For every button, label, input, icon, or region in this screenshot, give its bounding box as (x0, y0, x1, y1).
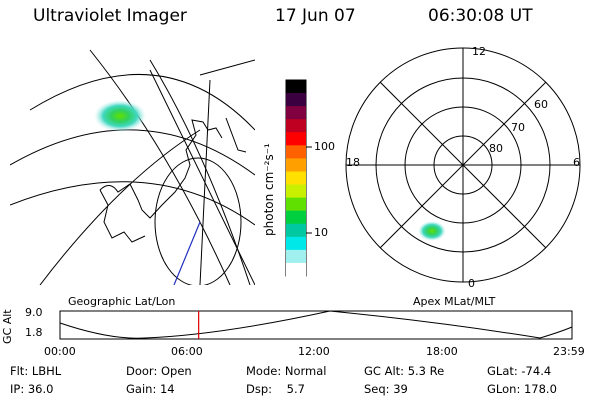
status-seq: Seq: 39 (364, 382, 408, 396)
xtick-1200: 12:00 (298, 345, 330, 358)
lat-label-60: 60 (534, 98, 548, 111)
status-dsp: Dsp: 5.7 (246, 382, 305, 396)
polar-grid (345, 47, 581, 283)
colorbar-cell (286, 223, 306, 238)
colorbar-cell (286, 210, 306, 225)
xtick-0600: 06:00 (171, 345, 203, 358)
colorbar-cells (286, 80, 306, 277)
altitude-plot (59, 310, 573, 340)
colorbar-tick-100: 100 (314, 140, 335, 153)
polar-caption: Apex MLat/MLT (413, 295, 496, 308)
lat-label-80: 80 (489, 142, 503, 155)
date-label: 17 Jun 07 (275, 6, 356, 26)
geographic-map (10, 49, 255, 285)
geo-caption: Geographic Lat/Lon (68, 295, 176, 308)
colorbar-cell (286, 236, 306, 251)
xtick-2359: 23:59 (553, 345, 585, 358)
colorbar-cell (286, 197, 306, 212)
status-glon: GLon: 178.0 (487, 382, 557, 396)
colorbar-label: photon cm⁻²s⁻¹ (262, 143, 276, 236)
colorbar-tick-10: 10 (314, 226, 328, 239)
colorbar-cell (286, 93, 306, 107)
colorbar-cell (286, 106, 306, 120)
mlt-label-18: 18 (346, 156, 360, 169)
mlt-label-6: 6 (573, 156, 580, 169)
colorbar-cell (286, 184, 306, 199)
colorbar-cell (286, 119, 306, 133)
time-label: 06:30:08 UT (428, 6, 533, 26)
colorbar-cell (286, 145, 306, 159)
colorbar-cell (286, 262, 306, 277)
instrument-title: Ultraviolet Imager (33, 6, 187, 26)
status-glat: GLat: -74.4 (487, 364, 552, 378)
mlt-label-12: 12 (472, 45, 486, 58)
altitude-ytick-low: 1.8 (25, 326, 43, 339)
polar-aurora-emission (418, 221, 446, 241)
altitude-ytick-high: 9.0 (25, 306, 43, 319)
colorbar-cell (286, 132, 306, 146)
altitude-ylabel: GC Alt (1, 309, 14, 344)
geo-aurora-emission (94, 100, 146, 132)
colorbar-cell (286, 171, 306, 186)
status-gc-alt: GC Alt: 5.3 Re (364, 364, 445, 378)
colorbar-cell (286, 80, 306, 94)
colorbar-cell (286, 249, 306, 264)
lat-label-70: 70 (511, 121, 525, 134)
status-filter: Flt: LBHL (10, 364, 62, 378)
xtick-1800: 18:00 (426, 345, 458, 358)
colorbar-cell (286, 158, 306, 172)
xtick-0000: 00:00 (44, 345, 76, 358)
status-gain: Gain: 14 (126, 382, 175, 396)
mlt-label-0: 0 (468, 277, 475, 290)
status-mode: Mode: Normal (246, 364, 327, 378)
status-ip: IP: 36.0 (10, 382, 54, 396)
status-door: Door: Open (126, 364, 192, 378)
